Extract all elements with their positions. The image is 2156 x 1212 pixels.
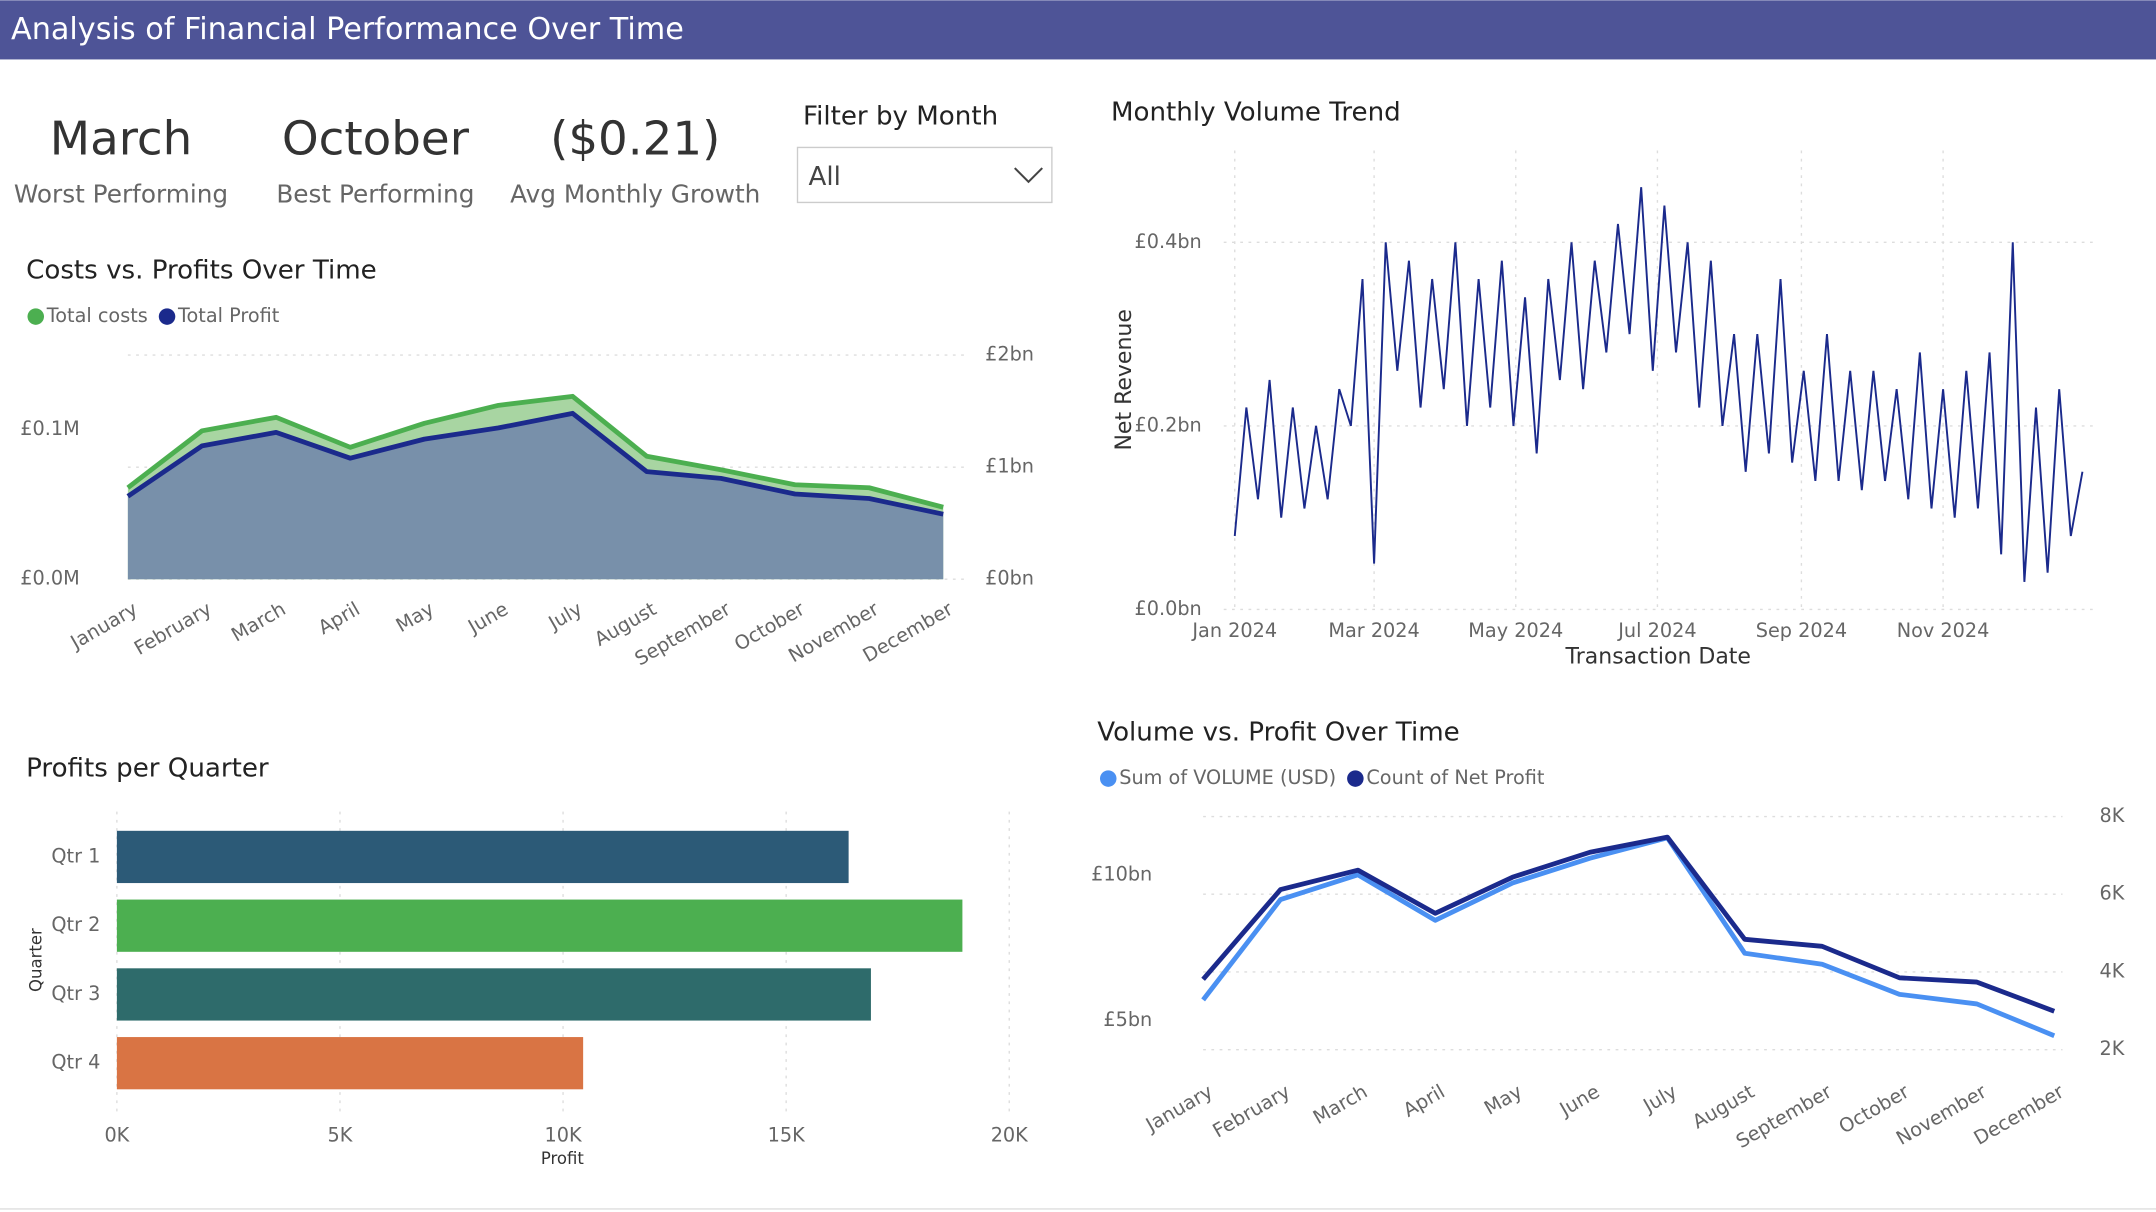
- legend-marker: [1347, 770, 1364, 787]
- y-tick-label: £0bn: [985, 567, 1034, 590]
- kpi-value: October: [282, 112, 470, 166]
- chart-title: Profits per Quarter: [26, 753, 269, 783]
- chart-title: Monthly Volume Trend: [1111, 98, 1401, 128]
- dropdown-box[interactable]: [796, 146, 1053, 204]
- header-bar: [0, 0, 2156, 60]
- y-tick-label: 8K: [2100, 804, 2126, 827]
- x-tick-label: 20K: [991, 1124, 1029, 1147]
- y-tick-label: Qtr 4: [51, 1051, 100, 1074]
- line: [1233, 187, 2084, 582]
- y-tick-label: Qtr 2: [51, 913, 100, 936]
- y-tick-label: £0.1M: [20, 417, 79, 440]
- legend-label: Total Profit: [177, 304, 280, 327]
- x-tick-label: 0K: [104, 1124, 130, 1147]
- filter-dropdown[interactable]: All: [796, 146, 1053, 204]
- bar: [116, 899, 963, 952]
- x-tick-label: 5K: [328, 1124, 354, 1147]
- area-line: [126, 410, 944, 517]
- legend-marker: [1100, 770, 1117, 787]
- legend-marker: [27, 308, 44, 325]
- y-tick-label: £1bn: [985, 455, 1034, 478]
- x-tick-label: 10K: [545, 1124, 583, 1147]
- kpi-label: Avg Monthly Growth: [510, 180, 760, 209]
- y-tick-label: £0.0bn: [1134, 597, 1201, 620]
- x-tick-label: Nov 2024: [1897, 619, 1990, 642]
- x-tick-label: April: [1399, 1080, 1449, 1122]
- line: [1201, 835, 2056, 1038]
- area-fill: [127, 413, 944, 580]
- x-tick-label: April: [314, 597, 364, 639]
- x-tick-label: February: [130, 597, 215, 660]
- x-tick-label: May: [1480, 1080, 1526, 1120]
- x-tick-label: Mar 2024: [1328, 619, 1419, 642]
- x-tick-label: June: [463, 597, 512, 638]
- x-tick-label: 15K: [768, 1124, 806, 1147]
- dropdown-chevron[interactable]: [1014, 167, 1043, 184]
- y-tick-label: £2bn: [985, 343, 1034, 366]
- chart-title: Costs vs. Profits Over Time: [26, 256, 377, 286]
- area-line: [126, 393, 944, 510]
- legend-marker: [158, 308, 176, 325]
- x-tick-label: May 2024: [1468, 619, 1563, 642]
- x-axis-title: Profit: [541, 1149, 585, 1168]
- x-tick-label: Jan 2024: [1191, 619, 1277, 642]
- bar: [116, 830, 849, 884]
- y-tick-label: £5bn: [1103, 1008, 1152, 1031]
- y-tick-label: £10bn: [1091, 862, 1152, 885]
- y-tick-label: Qtr 1: [51, 844, 100, 867]
- header-title: Analysis of Financial Performance Over T…: [11, 12, 684, 47]
- filter-label: Filter by Month: [803, 102, 998, 132]
- line: [1201, 834, 2056, 1014]
- legend-label: Total costs: [46, 304, 148, 327]
- kpi-value: March: [50, 112, 193, 166]
- x-axis-title: Transaction Date: [1565, 645, 1751, 670]
- x-tick-label: February: [1209, 1080, 1294, 1143]
- y-tick-label: £0.4bn: [1134, 230, 1201, 253]
- bar: [116, 968, 871, 1021]
- kpi-value: ($0.21): [550, 112, 720, 166]
- legend-label: Count of Net Profit: [1366, 766, 1545, 789]
- y-tick-label: £0.2bn: [1134, 413, 1201, 436]
- x-tick-label: June: [1555, 1080, 1604, 1121]
- x-tick-label: March: [1309, 1080, 1371, 1129]
- x-tick-label: May: [392, 597, 438, 637]
- x-tick-label: Sep 2024: [1756, 619, 1847, 642]
- y-tick-label: 6K: [2100, 882, 2126, 905]
- y-tick-label: £0.0M: [20, 567, 79, 590]
- y-tick-label: Qtr 3: [51, 982, 100, 1005]
- y-axis-title: Net Revenue: [1112, 309, 1137, 450]
- bar: [116, 1037, 584, 1090]
- kpi-label: Best Performing: [276, 180, 474, 209]
- kpi-label: Worst Performing: [14, 180, 228, 209]
- y-tick-label: 2K: [2100, 1037, 2126, 1060]
- x-tick-label: July: [544, 597, 586, 635]
- x-tick-label: January: [66, 597, 142, 654]
- x-tick-label: January: [1141, 1080, 1217, 1137]
- legend-label: Sum of VOLUME (USD): [1119, 766, 1336, 789]
- y-tick-label: 4K: [2100, 959, 2126, 982]
- x-tick-label: March: [227, 597, 289, 646]
- chart-title: Volume vs. Profit Over Time: [1097, 718, 1459, 748]
- x-tick-label: Jul 2024: [1617, 619, 1696, 642]
- x-tick-label: July: [1639, 1080, 1681, 1118]
- dropdown-value[interactable]: All: [809, 162, 841, 192]
- y-axis-title: Quarter: [27, 928, 46, 992]
